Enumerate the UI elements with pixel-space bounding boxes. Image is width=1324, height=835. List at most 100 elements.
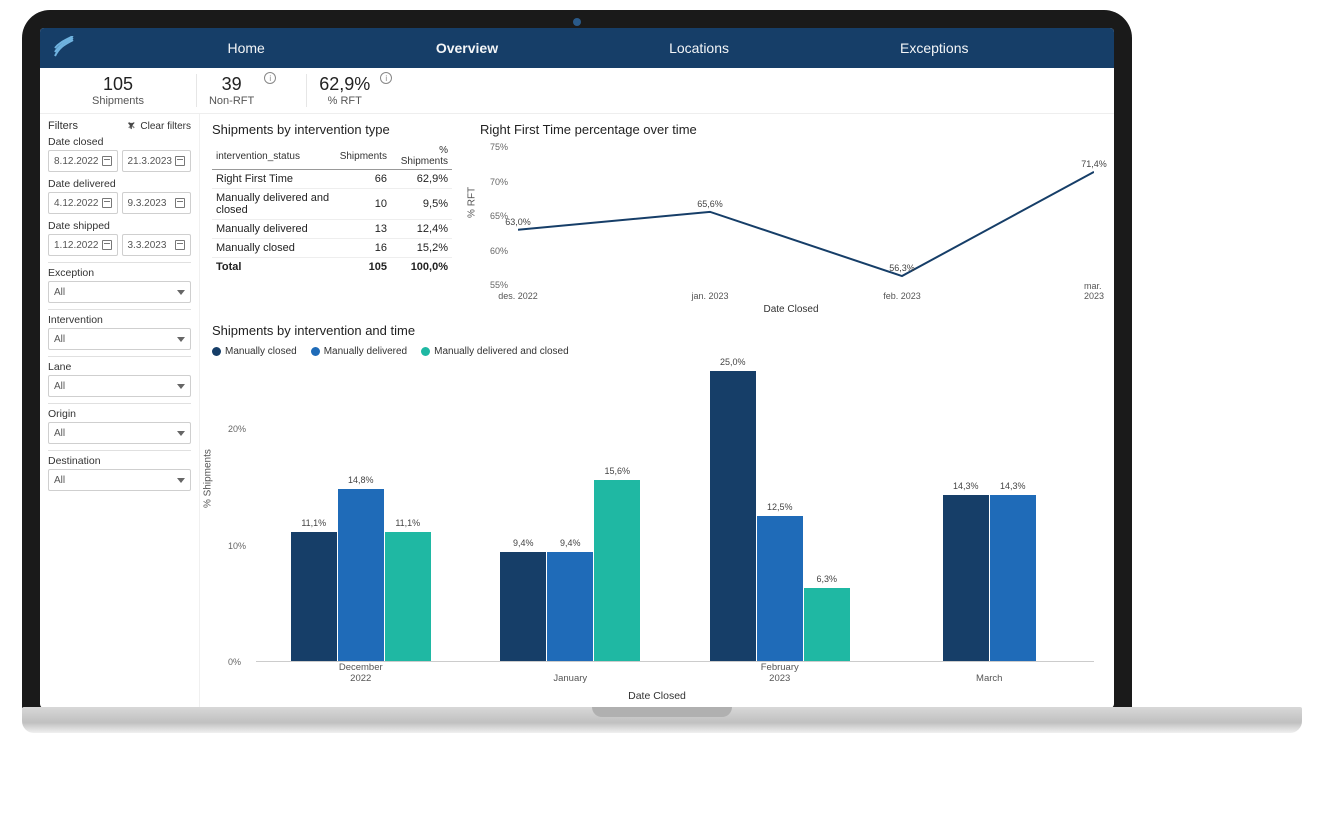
x-tick-label: des. 2022 — [498, 291, 538, 301]
bar-group: 11,1%14,8%11,1% — [291, 371, 431, 661]
nav-home[interactable]: Home — [227, 40, 264, 56]
bar-value-label: 9,4% — [513, 538, 534, 548]
bar-group: 9,4%9,4%15,6% — [500, 371, 640, 661]
calendar-icon — [175, 198, 185, 208]
kpi-value: 105 — [92, 74, 144, 95]
bar-value-label: 6,3% — [816, 574, 837, 584]
nav-overview[interactable]: Overview — [436, 40, 498, 56]
chevron-down-icon — [177, 478, 185, 483]
chevron-down-icon — [177, 337, 185, 342]
panel-title: Shipments by intervention type — [212, 122, 462, 137]
bar[interactable]: 6,3% — [804, 588, 850, 661]
y-tick-label: 20% — [228, 424, 246, 434]
table-row[interactable]: Right First Time6662,9% — [212, 170, 452, 189]
bar-value-label: 14,3% — [953, 481, 979, 491]
y-tick-label: 55% — [490, 280, 508, 290]
kpi-pctrft: i 62,9% % RFT — [306, 74, 382, 107]
bar[interactable]: 25,0% — [710, 371, 756, 661]
legend-item[interactable]: Manually closed — [212, 346, 297, 357]
chevron-down-icon — [177, 384, 185, 389]
data-point-label: 71,4% — [1081, 159, 1107, 169]
chart-legend: Manually closed Manually delivered Manuall… — [212, 346, 1102, 357]
clear-filters-button[interactable]: Clear filters — [126, 121, 191, 132]
y-tick-label: 75% — [490, 142, 508, 152]
date-closed-from[interactable]: 8.12.2022 — [48, 150, 118, 172]
calendar-icon — [102, 240, 112, 250]
x-tick-label: January — [553, 674, 587, 684]
bar[interactable]: 11,1% — [385, 532, 431, 661]
legend-item[interactable]: Manually delivered — [311, 346, 407, 357]
bar[interactable]: 15,6% — [594, 480, 640, 661]
filter-select-exception[interactable]: All — [48, 281, 191, 303]
y-tick-label: 10% — [228, 541, 246, 551]
legend-item[interactable]: Manually delivered and closed — [421, 346, 569, 357]
info-icon[interactable]: i — [264, 72, 276, 84]
camera-dot — [573, 18, 581, 26]
x-tick-label: feb. 2023 — [883, 291, 921, 301]
table-row[interactable]: Manually delivered and closed109,5% — [212, 189, 452, 220]
intervention-table: intervention_status Shipments % Shipment… — [212, 143, 452, 276]
bar[interactable]: 14,3% — [943, 495, 989, 661]
bar-value-label: 15,6% — [604, 466, 630, 476]
table-row[interactable]: Manually delivered1312,4% — [212, 220, 452, 239]
filters-title: Filters — [48, 120, 78, 132]
date-shipped-from[interactable]: 1.12.2022 — [48, 234, 118, 256]
legend-swatch — [311, 347, 320, 356]
bar-group: 14,3%14,3% — [943, 371, 1036, 661]
filter-label: Destination — [48, 455, 191, 467]
table-header[interactable]: intervention_status — [212, 143, 336, 170]
date-delivered-to[interactable]: 9.3.2023 — [122, 192, 192, 214]
filter-label-date-closed: Date closed — [48, 136, 191, 148]
bar[interactable]: 9,4% — [547, 552, 593, 661]
filter-label-date-shipped: Date shipped — [48, 220, 191, 232]
kpi-label: % RFT — [319, 95, 370, 107]
kpi-shipments: 105 Shipments — [80, 74, 156, 107]
laptop-frame: Home Overview Locations Exceptions 105 S… — [22, 10, 1132, 708]
chevron-down-icon — [177, 431, 185, 436]
x-tick-label: February2023 — [761, 663, 799, 684]
data-point-label: 65,6% — [697, 199, 723, 209]
bar-value-label: 11,1% — [395, 518, 420, 528]
data-point-label: 56,3% — [889, 263, 915, 273]
bar[interactable]: 12,5% — [757, 516, 803, 661]
table-header[interactable]: % Shipments — [391, 143, 452, 170]
bar-group: 25,0%12,5%6,3% — [710, 371, 850, 661]
screen: Home Overview Locations Exceptions 105 S… — [40, 28, 1114, 708]
filter-select-intervention[interactable]: All — [48, 328, 191, 350]
panel-title: Shipments by intervention and time — [212, 323, 1102, 338]
clear-filters-label: Clear filters — [140, 121, 191, 132]
y-axis-label: % RFT — [467, 187, 478, 218]
nav-locations[interactable]: Locations — [669, 40, 729, 56]
bar[interactable]: 9,4% — [500, 552, 546, 661]
filter-select-lane[interactable]: All — [48, 375, 191, 397]
bar[interactable]: 14,3% — [990, 495, 1036, 661]
calendar-icon — [175, 240, 185, 250]
line-chart[interactable]: % RFT 55%60%65%70%75%63,0%65,6%56,3%71,4… — [480, 143, 1102, 313]
bar-value-label: 25,0% — [720, 357, 746, 367]
info-icon[interactable]: i — [380, 72, 392, 84]
x-axis-label: Date Closed — [628, 690, 686, 702]
table-row[interactable]: Manually closed1615,2% — [212, 239, 452, 258]
line-chart-panel: Right First Time percentage over time % … — [480, 122, 1102, 313]
main-panels: Shipments by intervention type intervent… — [200, 114, 1114, 708]
kpi-label: Shipments — [92, 95, 144, 107]
kpi-value: 39 — [209, 74, 254, 95]
kpi-value: 62,9% — [319, 74, 370, 95]
date-closed-to[interactable]: 21.3.2023 — [122, 150, 192, 172]
filter-select-destination[interactable]: All — [48, 469, 191, 491]
calendar-icon — [175, 156, 185, 166]
bar[interactable]: 11,1% — [291, 532, 337, 661]
date-shipped-to[interactable]: 3.3.2023 — [122, 234, 192, 256]
bar-chart[interactable]: % Shipments 11,1%14,8%11,1%9,4%9,4%15,6%… — [212, 363, 1102, 700]
logo-icon — [46, 30, 82, 66]
date-delivered-from[interactable]: 4.12.2022 — [48, 192, 118, 214]
nav-exceptions[interactable]: Exceptions — [900, 40, 968, 56]
bar[interactable]: 14,8% — [338, 489, 384, 661]
laptop-base — [22, 707, 1302, 733]
kpi-bar: 105 Shipments i 39 Non-RFT i 62,9% % RFT — [40, 68, 1114, 114]
table-header[interactable]: Shipments — [336, 143, 391, 170]
bar-value-label: 9,4% — [560, 538, 581, 548]
x-tick-label: jan. 2023 — [691, 291, 728, 301]
table-total-row: Total105100,0% — [212, 258, 452, 277]
filter-select-origin[interactable]: All — [48, 422, 191, 444]
